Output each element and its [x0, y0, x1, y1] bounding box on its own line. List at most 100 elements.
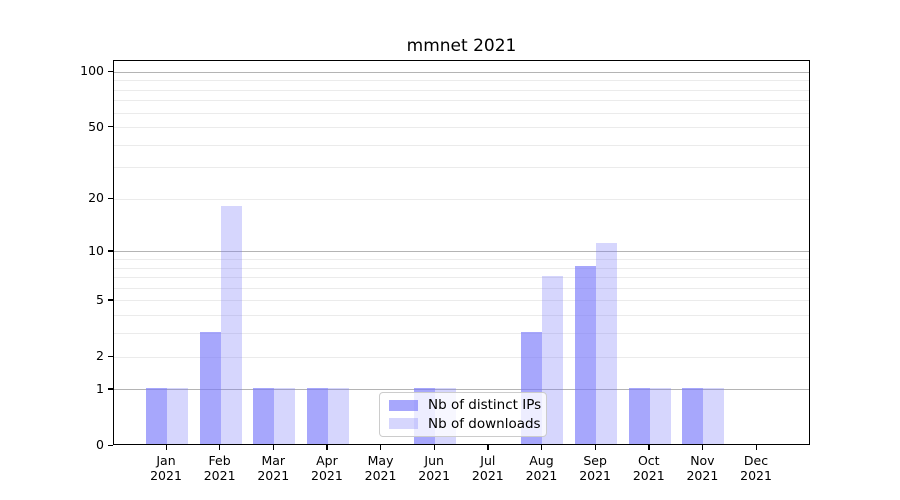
gridline-minor-8 — [114, 267, 809, 269]
y-tick-label-20: 20 — [88, 190, 104, 206]
gridline-minor-6 — [114, 287, 809, 289]
y-tick-label-50: 50 — [88, 118, 104, 134]
gridline-minor-30 — [114, 167, 809, 169]
legend: Nb of distinct IPs Nb of downloads — [379, 392, 547, 437]
x-tick-label-jun: Jun 2021 — [402, 453, 466, 483]
gridline-minor-50 — [114, 127, 809, 129]
x-tick-label-nov: Nov 2021 — [670, 453, 734, 483]
bar-nb-of-downloads-oct — [649, 387, 671, 444]
x-tick-year: 2021 — [579, 468, 612, 483]
bar-nb-of-distinct-ips-jan — [146, 387, 167, 444]
gridline-minor-80 — [114, 89, 809, 91]
x-tick-label-oct: Oct 2021 — [617, 453, 681, 483]
y-tick-mark-5 — [108, 299, 113, 301]
x-tick-mark-feb — [219, 445, 221, 450]
x-tick-year: 2021 — [257, 468, 290, 483]
y-tick-mark-50 — [108, 126, 113, 128]
y-tick-mark-20 — [108, 197, 113, 200]
y-tick-label-2: 2 — [96, 348, 104, 364]
y-tick-label-1: 1 — [96, 380, 104, 396]
x-tick-year: 2021 — [686, 468, 719, 483]
x-tick-label-mar: Mar 2021 — [241, 453, 305, 483]
gridline-minor-4 — [114, 315, 809, 317]
x-tick-label-aug: Aug 2021 — [509, 453, 573, 483]
bar-nb-of-downloads-aug — [542, 275, 564, 444]
x-tick-label-dec: Dec 2021 — [724, 453, 788, 483]
x-tick-mark-jun — [433, 445, 435, 450]
bar-nb-of-downloads-mar — [274, 387, 296, 444]
x-tick-month: Nov — [690, 453, 715, 468]
x-tick-year: 2021 — [203, 468, 236, 483]
x-tick-year: 2021 — [471, 468, 504, 483]
x-tick-year: 2021 — [150, 468, 182, 483]
x-tick-mark-oct — [648, 445, 650, 450]
x-tick-month: Apr — [316, 453, 338, 468]
x-tick-mark-jan — [165, 445, 167, 450]
y-tick-mark-1 — [108, 388, 113, 390]
gridline-minor-9 — [114, 259, 809, 260]
x-tick-mark-aug — [540, 445, 543, 450]
x-tick-mark-sep — [594, 445, 596, 450]
legend-entry-1: Nb of downloads — [389, 416, 541, 432]
gridline-minor-5 — [114, 300, 809, 302]
bar-nb-of-downloads-sep — [596, 242, 618, 444]
x-tick-month: Feb — [208, 453, 231, 468]
x-tick-month: Jan — [156, 453, 176, 468]
y-tick-label-10: 10 — [88, 242, 104, 258]
gridline-minor-2 — [114, 356, 809, 358]
legend-swatch-0 — [389, 399, 418, 411]
bar-nb-of-distinct-ips-sep — [575, 266, 597, 444]
x-tick-mark-mar — [272, 445, 275, 450]
y-tick-mark-2 — [108, 355, 113, 357]
x-tick-mark-dec — [755, 445, 757, 450]
y-tick-mark-100 — [108, 70, 113, 72]
bar-nb-of-downloads-jan — [167, 387, 188, 444]
gridline-minor-60 — [114, 112, 809, 114]
x-tick-year: 2021 — [311, 468, 343, 483]
y-tick-label-100: 100 — [80, 63, 104, 79]
gridline-major-100 — [114, 71, 809, 73]
chart-title: mmnet 2021 — [406, 36, 517, 56]
x-tick-month: Dec — [743, 453, 769, 468]
x-tick-mark-apr — [326, 445, 328, 450]
bar-nb-of-distinct-ips-nov — [682, 387, 704, 444]
y-tick-mark-0 — [108, 444, 113, 446]
x-tick-month: May — [367, 453, 394, 468]
x-tick-month: Sep — [583, 453, 607, 468]
x-tick-year: 2021 — [364, 468, 397, 483]
x-tick-label-jul: Jul 2021 — [456, 453, 520, 483]
bar-nb-of-distinct-ips-apr — [306, 387, 328, 444]
legend-label-1: Nb of downloads — [428, 415, 541, 432]
bar-nb-of-downloads-nov — [703, 387, 725, 444]
x-tick-label-apr: Apr 2021 — [295, 453, 359, 483]
legend-swatch-1 — [389, 418, 418, 430]
gridline-minor-7 — [114, 277, 809, 279]
gridline-minor-20 — [114, 198, 809, 200]
legend-label-0: Nb of distinct IPs — [428, 397, 542, 414]
bar-nb-of-downloads-apr — [327, 387, 349, 444]
gridline-minor-90 — [114, 80, 809, 82]
y-tick-mark-10 — [108, 250, 113, 252]
legend-entry-0: Nb of distinct IPs — [389, 397, 541, 413]
x-tick-month: Mar — [261, 453, 286, 468]
bar-nb-of-downloads-feb — [220, 205, 242, 444]
x-tick-month: Jul — [480, 453, 496, 468]
x-tick-label-sep: Sep 2021 — [563, 453, 627, 483]
x-tick-month: Aug — [529, 453, 554, 468]
x-tick-mark-nov — [701, 445, 704, 450]
x-tick-label-feb: Feb 2021 — [188, 453, 252, 483]
y-tick-label-5: 5 — [96, 291, 104, 307]
plot-area: Nb of distinct IPs Nb of downloads — [113, 60, 810, 445]
x-tick-mark-may — [380, 445, 382, 450]
x-tick-year: 2021 — [418, 468, 451, 483]
gridline-major-10 — [114, 251, 809, 253]
bar-nb-of-distinct-ips-mar — [253, 387, 275, 444]
x-tick-label-jan: Jan 2021 — [134, 453, 198, 483]
gridline-minor-40 — [114, 144, 809, 146]
y-tick-label-0: 0 — [96, 437, 104, 452]
x-tick-month: Jun — [424, 453, 444, 468]
gridline-minor-70 — [114, 100, 809, 102]
x-tick-label-may: May 2021 — [349, 453, 413, 483]
x-tick-mark-jul — [487, 445, 489, 450]
bar-nb-of-distinct-ips-oct — [628, 387, 650, 444]
